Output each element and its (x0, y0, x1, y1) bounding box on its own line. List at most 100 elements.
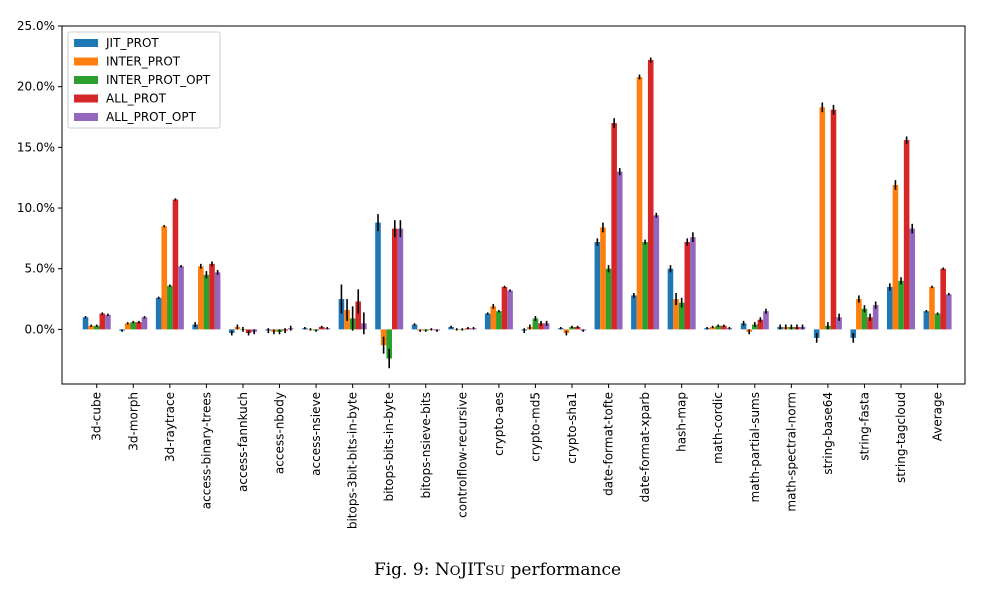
bar-jit-prot-Average (923, 311, 930, 330)
bar-inter-prot-opt-date-format-tofte (605, 268, 612, 330)
bar-all-prot-opt-string-tagcloud (909, 228, 916, 330)
bar-all-prot-string-fasta (867, 317, 873, 330)
bar-all-prot-opt-bitops-bits-in-byte (397, 228, 404, 330)
bar-inter-prot-opt-math-partial-sums (751, 324, 758, 330)
legend-swatch-inter-prot-opt (74, 76, 98, 84)
bar-all-prot-opt-crypto-md5 (543, 323, 550, 330)
bar-all-prot-crypto-md5 (538, 323, 544, 330)
x-tick-label-math-partial-sums: math-partial-sums (748, 392, 762, 502)
y-tick-label: 10.0% (17, 201, 55, 215)
bar-all-prot-math-partial-sums (757, 319, 764, 330)
x-tick-label-Average: Average (931, 392, 945, 441)
bar-all-prot-bitops-3bit-bits-in-byte (355, 301, 362, 330)
bar-inter-prot-string-tagcloud (892, 184, 899, 330)
legend-label-all-prot: ALL_PROT (106, 92, 167, 106)
legend: JIT_PROT INTER_PROT INTER_PROT_OPT ALL_PROT… (67, 31, 221, 129)
bar-all-prot-opt-math-partial-sums (763, 311, 769, 330)
x-tick-label-controlflow-recursive: controlflow-recursive (455, 392, 469, 518)
caption-mid: JIT (460, 560, 486, 580)
bar-inter-prot-opt-string-fasta (861, 308, 868, 330)
bar-all-prot-3d-raytrace (172, 199, 179, 330)
x-tick-label-bitops-3bit-bits-in-byte: bitops-3bit-bits-in-byte (346, 392, 360, 529)
bar-inter-prot-Average (929, 286, 935, 330)
x-tick-label-string-base64: string-base64 (821, 392, 835, 475)
x-tick-label-bitops-bits-in-byte: bitops-bits-in-byte (382, 392, 396, 502)
caption-smallcaps-1: O (449, 564, 461, 579)
bar-all-prot-math-cordic (721, 325, 727, 330)
legend-swatch-jit-prot (74, 39, 98, 47)
bar-all-prot-crypto-aes (501, 286, 508, 330)
bar-all-prot-opt-crypto-aes (507, 290, 513, 330)
x-tick-label-3d-morph: 3d-morph (126, 392, 140, 451)
legend-swatch-all-prot (74, 94, 98, 103)
bar-inter-prot-date-format-tofte (600, 227, 606, 330)
y-tick-label: 25.0% (17, 19, 55, 33)
bar-all-prot-opt-access-binary-trees (214, 272, 221, 330)
bar-inter-prot-3d-cube (88, 325, 94, 330)
bar-inter-prot-3d-raytrace (161, 226, 168, 330)
legend-label-all-prot-opt: ALL_PROT_OPT (106, 110, 197, 124)
bar-inter-prot-opt-hash-map (678, 302, 685, 330)
bar-inter-prot-3d-morph (124, 323, 131, 330)
legend-label-inter-prot-opt: INTER_PROT_OPT (106, 73, 211, 87)
bar-inter-prot-opt-string-tagcloud (898, 280, 904, 330)
x-tick-label-crypto-md5: crypto-md5 (528, 392, 542, 462)
bar-all-prot-string-tagcloud (903, 140, 910, 330)
x-tick-label-string-tagcloud: string-tagcloud (894, 392, 908, 483)
legend-swatch-inter-prot (74, 57, 98, 66)
bar-inter-prot-access-binary-trees (198, 266, 204, 330)
caption-prefix: Fig. 9: N (373, 560, 450, 580)
x-tick-label-access-nbody: access-nbody (273, 392, 287, 474)
bar-all-prot-opt-3d-morph (141, 317, 148, 330)
bar-inter-prot-opt-Average (934, 313, 941, 330)
bar-all-prot-date-format-tofte (611, 123, 617, 330)
error-bar-group (84, 57, 950, 369)
legend-swatch-all-prot-opt (74, 113, 98, 121)
bar-all-prot-opt-hash-map (690, 237, 696, 330)
bar-inter-prot-opt-access-binary-trees (203, 274, 210, 330)
bar-all-prot-3d-cube (99, 313, 106, 330)
bar-jit-prot-bitops-nsieve-bits (411, 324, 418, 330)
bar-all-prot-opt-string-fasta (872, 305, 879, 330)
bar-all-prot-opt-date-format-xparb (653, 215, 660, 330)
x-tick-label-access-binary-trees: access-binary-trees (199, 392, 213, 509)
x-tick-label-hash-map: hash-map (675, 392, 689, 452)
legend-box (67, 31, 221, 129)
bar-jit-prot-math-partial-sums (740, 323, 747, 330)
bar-jit-prot-hash-map (667, 268, 674, 330)
bar-all-prot-opt-Average (945, 294, 952, 330)
bar-all-prot-3d-morph (136, 322, 142, 330)
bar-all-prot-opt-string-base64 (836, 317, 842, 330)
caption-smallcaps-2: SU (485, 564, 506, 579)
bar-all-prot-Average (940, 268, 946, 330)
bar-all-prot-access-binary-trees (209, 263, 215, 330)
bar-jit-prot-string-tagcloud (887, 286, 893, 330)
y-tick-label: 5.0% (25, 262, 56, 276)
x-tick-label-access-nsieve: access-nsieve (309, 392, 323, 476)
y-axis: 0.0% 5.0% 10.0% 15.0% 20.0% 25.0% (17, 19, 62, 336)
x-tick-label-access-fannkuch: access-fannkuch (236, 392, 250, 492)
bar-inter-prot-date-format-xparb (636, 76, 643, 330)
x-tick-label-3d-raytrace: 3d-raytrace (163, 392, 177, 462)
bar-inter-prot-opt-3d-morph (130, 322, 137, 330)
bar-jit-prot-3d-raytrace (155, 297, 162, 330)
bar-inter-prot-opt-bitops-bits-in-byte (386, 329, 392, 359)
bar-jit-prot-3d-cube (82, 317, 89, 330)
bar-inter-prot-opt-crypto-aes (496, 311, 502, 330)
bar-jit-prot-access-binary-trees (192, 324, 199, 330)
bar-all-prot-opt-date-format-tofte (616, 171, 623, 330)
bar-inter-prot-opt-3d-raytrace (167, 285, 173, 330)
x-tick-label-math-cordic: math-cordic (711, 392, 725, 464)
y-tick-label: 15.0% (17, 140, 55, 154)
bar-all-prot-hash-map (684, 242, 691, 330)
x-tick-label-string-fasta: string-fasta (857, 392, 871, 461)
bar-inter-prot-string-base64 (819, 107, 826, 330)
bar-all-prot-opt-3d-cube (105, 314, 111, 330)
x-tick-label-date-format-tofte: date-format-tofte (602, 392, 616, 496)
bar-inter-prot-crypto-aes (490, 306, 497, 330)
bar-all-prot-opt-3d-raytrace (178, 266, 184, 330)
x-tick-label-3d-cube: 3d-cube (90, 392, 104, 441)
bar-inter-prot-opt-date-format-xparb (642, 242, 648, 330)
bar-inter-prot-hash-map (673, 299, 679, 330)
bar-jit-prot-bitops-bits-in-byte (375, 222, 381, 330)
